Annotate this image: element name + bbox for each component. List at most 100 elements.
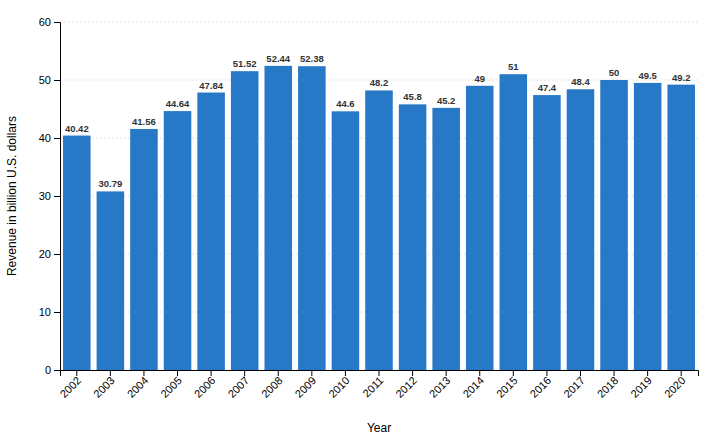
bar — [600, 80, 628, 370]
bar — [634, 83, 662, 370]
x-tick-mark — [379, 370, 380, 376]
x-tick-label: 2015 — [494, 374, 520, 400]
y-tick: 50 — [39, 74, 60, 86]
bar — [197, 93, 225, 370]
data-label: 40.42 — [65, 123, 89, 134]
bar — [97, 191, 125, 370]
x-tick: 2014 — [460, 370, 486, 400]
x-tick: 2009 — [292, 370, 318, 400]
bar — [164, 111, 192, 370]
x-tick-label: 2011 — [360, 374, 385, 399]
x-tick: 2008 — [259, 370, 285, 400]
x-tick-mark — [278, 370, 279, 376]
y-axis: 0 10 20 30 40 50 60 — [39, 16, 61, 376]
x-tick: 2007 — [225, 370, 251, 400]
x-tick-label: 2006 — [192, 374, 218, 400]
bar — [231, 71, 259, 370]
data-label: 49.5 — [638, 70, 657, 81]
x-tick: 2016 — [528, 370, 554, 400]
chart-container: 0102030405060200220032004200520062007200… — [0, 0, 714, 438]
x-tick: 2018 — [595, 370, 621, 400]
x-tick-label: 2014 — [460, 374, 486, 400]
x-tick-mark — [479, 370, 480, 376]
y-tick: 40 — [39, 132, 60, 144]
x-tick-label: 2013 — [427, 374, 453, 400]
x-tick: 2020 — [662, 370, 688, 400]
x-tick: 2002 — [57, 370, 83, 400]
chart-svg: 0102030405060200220032004200520062007200… — [0, 0, 714, 438]
data-label: 51 — [508, 61, 519, 72]
data-label: 47.84 — [199, 80, 223, 91]
x-tick-mark — [244, 370, 245, 376]
x-tick-label: 2009 — [292, 374, 318, 400]
y-tick-mark — [54, 196, 60, 197]
y-tick-mark — [54, 312, 60, 313]
x-tick-mark — [513, 370, 514, 376]
bar — [298, 66, 326, 370]
data-label: 47.4 — [538, 82, 557, 93]
data-label: 41.56 — [132, 116, 156, 127]
data-label: 52.44 — [266, 53, 290, 64]
x-tick-mark — [614, 370, 615, 376]
bar — [63, 136, 91, 370]
data-labels: 40.4230.7941.5644.6447.8451.5252.4452.38… — [65, 53, 691, 190]
x-tick-label: 2003 — [91, 374, 117, 400]
data-label: 48.2 — [370, 77, 389, 88]
bar — [332, 111, 360, 370]
bar — [466, 86, 494, 370]
x-tick-mark — [412, 370, 413, 376]
x-axis-line — [61, 371, 699, 377]
x-tick-mark — [681, 370, 682, 376]
x-tick-mark — [211, 370, 212, 376]
x-tick-label: 2008 — [259, 374, 285, 400]
plot-area: 0102030405060200220032004200520062007200… — [39, 16, 699, 400]
x-tick: 2015 — [494, 370, 520, 400]
bar — [500, 74, 528, 370]
bar — [130, 129, 158, 370]
x-tick: 2010 — [326, 370, 352, 400]
x-tick: 2003 — [91, 370, 117, 400]
x-tick: 2011 — [360, 370, 385, 399]
y-tick: 60 — [39, 16, 60, 28]
data-label: 48.4 — [571, 76, 590, 87]
x-tick: 2017 — [561, 370, 587, 400]
x-tick: 2005 — [158, 370, 184, 400]
grid — [60, 22, 698, 370]
x-tick-label: 2019 — [628, 374, 654, 400]
x-tick-label: 2004 — [125, 374, 151, 400]
data-label: 49.2 — [672, 72, 691, 83]
y-axis-title: Revenue in billion U.S. dollars — [5, 116, 19, 276]
data-label: 44.64 — [166, 98, 190, 109]
x-axis: 2002 2003 2004 2005 2006 2007 2008 2009 2010 2011… — [57, 370, 698, 400]
x-tick-label: 2010 — [326, 374, 352, 400]
y-tick-label: 20 — [39, 248, 51, 260]
x-tick-mark — [110, 370, 111, 376]
y-tick-label: 60 — [39, 16, 51, 28]
data-label: 45.2 — [437, 95, 456, 106]
x-tick-mark — [580, 370, 581, 376]
data-label: 51.52 — [233, 58, 257, 69]
data-label: 50 — [609, 67, 620, 78]
x-tick-mark — [311, 370, 312, 376]
y-tick-mark — [54, 138, 60, 139]
bars — [63, 66, 695, 370]
x-tick-label: 2017 — [561, 374, 587, 400]
data-label: 45.8 — [403, 91, 422, 102]
x-axis-title: Year — [367, 421, 391, 435]
data-label: 30.79 — [98, 178, 122, 189]
y-tick-label: 10 — [39, 306, 51, 318]
data-label: 49 — [474, 73, 485, 84]
x-tick-mark — [143, 370, 144, 376]
x-tick: 2004 — [125, 370, 151, 400]
y-tick: 0 — [45, 364, 60, 376]
grid-line — [60, 22, 698, 23]
y-tick: 10 — [39, 306, 60, 318]
bar — [399, 104, 427, 370]
x-tick-label: 2012 — [393, 374, 419, 400]
x-tick-mark — [546, 370, 547, 376]
y-tick-label: 30 — [39, 190, 51, 202]
x-tick-mark — [345, 370, 346, 376]
bar — [533, 95, 561, 370]
y-tick-mark — [54, 254, 60, 255]
y-tick: 30 — [39, 190, 60, 202]
